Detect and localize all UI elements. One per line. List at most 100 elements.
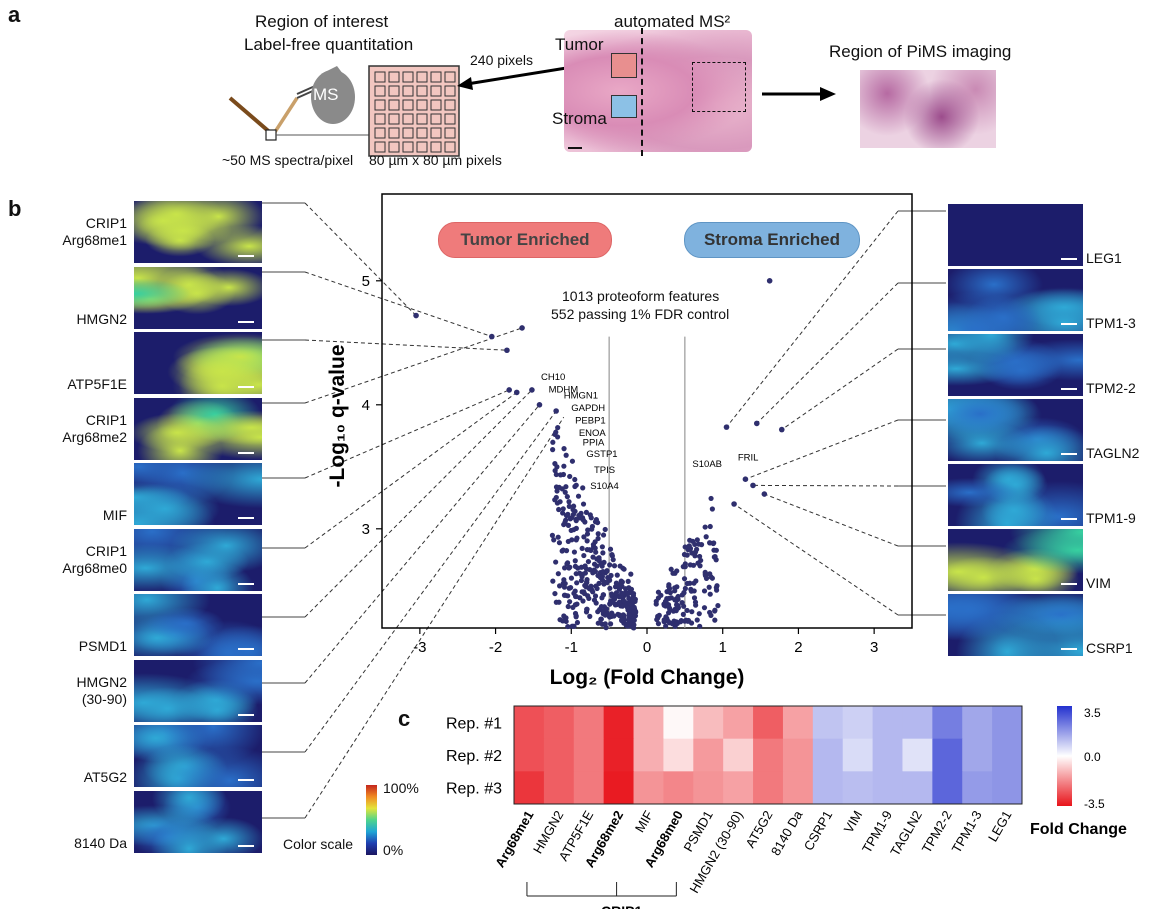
left-tile-label-line: CRIP1 — [85, 411, 127, 428]
data-point — [569, 623, 575, 629]
right-tile-label: TAGLN2 — [1086, 445, 1140, 461]
x-tick-label: -2 — [489, 639, 502, 656]
data-point — [713, 547, 719, 553]
data-point — [670, 570, 676, 576]
tile-scale-bar — [1061, 323, 1077, 325]
connector-line — [745, 419, 899, 480]
heatmap-cell — [872, 771, 903, 805]
data-point — [595, 519, 601, 526]
data-point — [619, 603, 626, 609]
data-point — [561, 446, 567, 452]
data-point — [575, 493, 582, 499]
data-point — [550, 447, 556, 453]
data-point — [565, 522, 572, 528]
heatmap-cell — [902, 738, 933, 772]
left-tile-label-line: CRIP1 — [85, 542, 127, 559]
heatmap-cell — [723, 771, 754, 805]
data-point — [553, 559, 559, 565]
tile-scale-bar — [238, 648, 254, 650]
data-point — [569, 458, 576, 464]
y-tick-label: 4 — [362, 397, 370, 414]
data-point — [689, 609, 695, 615]
left-tile-label: CRIP1 Arg68me2 — [62, 412, 127, 446]
data-point — [684, 607, 690, 614]
grid-cell — [444, 113, 456, 125]
data-point — [617, 613, 623, 619]
data-point — [573, 537, 579, 543]
data-point — [693, 602, 699, 608]
grid-cell — [416, 99, 428, 111]
data-point — [589, 526, 595, 532]
data-point — [682, 561, 688, 567]
data-point — [549, 532, 556, 538]
data-point — [572, 593, 579, 600]
data-point — [556, 599, 562, 605]
tile-scale-bar — [238, 844, 254, 847]
stroma-region-box — [611, 95, 637, 118]
point-annotation: MDHM — [549, 384, 579, 395]
grid-cell — [402, 127, 414, 139]
data-point — [585, 558, 592, 565]
heatmap-column-label: LEG1 — [985, 808, 1015, 844]
grid-cell — [388, 99, 400, 111]
data-point — [713, 587, 720, 593]
data-point — [588, 515, 594, 521]
data-point — [626, 595, 632, 601]
data-point — [600, 532, 607, 538]
divider-dashdot — [641, 28, 643, 156]
tile-scale-bar — [1061, 648, 1077, 650]
data-point — [581, 552, 587, 559]
data-point — [707, 591, 713, 597]
connector-line — [304, 271, 492, 338]
right-image-tile — [948, 204, 1083, 266]
data-point — [556, 583, 563, 589]
grid-cell — [374, 113, 386, 125]
left-tile-label-line: MIF — [102, 507, 127, 523]
data-point — [702, 524, 708, 530]
data-point — [607, 546, 614, 552]
tile-scale-bar — [238, 582, 254, 585]
left-tile-label-line: HMGN2 — [76, 673, 127, 690]
x-tick-label: -3 — [413, 639, 426, 656]
data-point — [555, 571, 561, 577]
x-tick-label: 2 — [794, 639, 802, 656]
data-point — [566, 503, 572, 509]
data-point — [715, 603, 721, 609]
grid-cell — [402, 71, 414, 83]
data-point — [672, 597, 678, 603]
data-point — [607, 577, 613, 583]
data-point — [694, 617, 700, 623]
right-tile-label: LEG1 — [1086, 250, 1122, 266]
tile-scale-bar — [238, 320, 254, 323]
data-point — [583, 609, 590, 615]
right-tile-label: CSRP1 — [1086, 640, 1133, 656]
point-annotation: CH10 — [541, 372, 565, 383]
data-point — [681, 589, 687, 596]
heatmap-cell — [543, 771, 575, 805]
data-point — [630, 596, 636, 602]
highlighted-point — [761, 491, 768, 497]
heatmap-cell — [633, 771, 664, 805]
grid-cell — [416, 71, 428, 83]
data-point — [616, 599, 622, 605]
heatmap-cell — [902, 771, 933, 805]
heatmap-cell — [992, 738, 1023, 772]
data-point — [696, 611, 702, 617]
data-point — [580, 485, 586, 491]
heatmap-row-label: Rep. #2 — [446, 748, 502, 765]
heatmap-cell — [603, 738, 635, 772]
data-point — [561, 584, 568, 590]
highlighted-point — [753, 420, 760, 427]
grid-cell — [388, 127, 400, 139]
heatmap-cell — [812, 771, 844, 805]
data-point — [596, 558, 602, 564]
heatmap-cell — [782, 771, 814, 805]
left-tile-label: CRIP1 Arg68me0 — [62, 543, 127, 577]
tile-scale-bar — [238, 255, 254, 257]
point-annotation: TPIS — [594, 465, 615, 476]
data-point — [628, 571, 634, 577]
left-tile-label-line: Arg68me0 — [62, 559, 127, 576]
data-point — [597, 574, 604, 581]
roi-title-line1: Region of interest — [255, 12, 389, 31]
